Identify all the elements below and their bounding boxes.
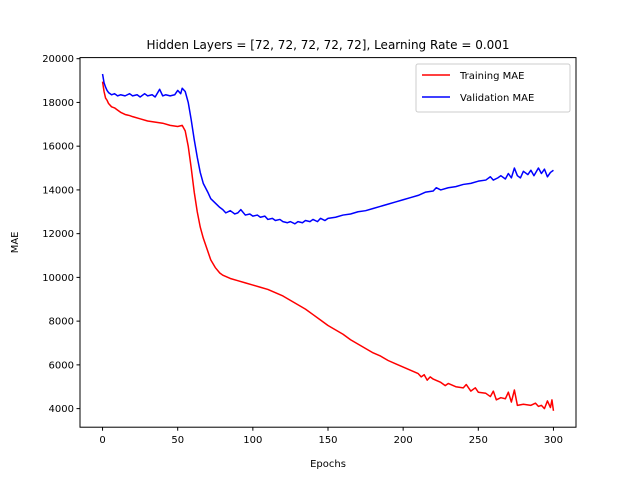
y-axis-label: MAE [10, 232, 21, 254]
y-axis: 4000 6000 8000 10000 12000 14000 16000 18000 200… [42, 54, 80, 415]
y-tick-label: 12000 [42, 229, 74, 240]
y-tick-label: 18000 [42, 98, 74, 109]
legend-label-validation: Validation MAE [460, 93, 534, 104]
x-tick-label: 100 [243, 435, 262, 446]
y-tick-label: 16000 [42, 142, 74, 153]
series-line-validation-mae [101, 73, 554, 225]
series-line-training-mae [101, 81, 555, 411]
legend: Training MAE Validation MAE [415, 63, 571, 113]
y-tick-label: 6000 [49, 360, 74, 371]
x-tick-label: 0 [99, 435, 105, 446]
x-tick-label: 250 [469, 435, 488, 446]
x-tick-label: 200 [394, 435, 413, 446]
x-tick-label: 50 [171, 435, 184, 446]
series-layer [101, 73, 555, 411]
plot-area-frame [79, 57, 577, 428]
x-tick-label: 300 [544, 435, 563, 446]
y-tick-label: 10000 [42, 273, 74, 284]
x-axis-label: Epochs [310, 459, 346, 470]
x-tick-label: 150 [318, 435, 337, 446]
chart-title: Hidden Layers = [72, 72, 72, 72, 72], Le… [146, 38, 509, 52]
legend-label-training: Training MAE [459, 71, 524, 82]
y-tick-label: 8000 [49, 317, 74, 328]
x-axis: 0 50 100 150 200 250 300 [99, 427, 563, 446]
y-tick-label: 4000 [49, 404, 74, 415]
y-tick-label: 14000 [42, 185, 74, 196]
y-tick-label: 20000 [42, 54, 74, 65]
legend-frame [415, 63, 571, 113]
